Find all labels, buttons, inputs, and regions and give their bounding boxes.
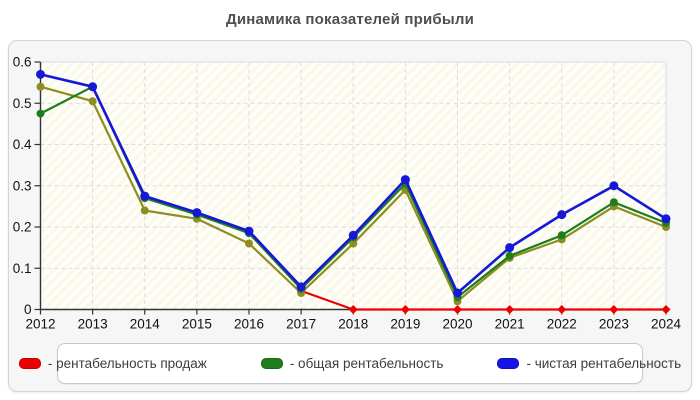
svg-text:0: 0 xyxy=(24,302,32,317)
svg-text:2021: 2021 xyxy=(495,317,525,332)
svg-text:2013: 2013 xyxy=(78,317,108,332)
svg-text:0.4: 0.4 xyxy=(13,137,32,152)
svg-text:0.1: 0.1 xyxy=(13,261,32,276)
chart-legend: - рентабельность продаж - общая рентабель… xyxy=(18,343,681,384)
chart-title: Динамика показателей прибыли xyxy=(225,11,475,28)
svg-text:0.5: 0.5 xyxy=(13,96,32,111)
legend-swatch-icon xyxy=(260,358,283,369)
legend-label: - рентабельность продаж xyxy=(47,356,207,371)
svg-text:2023: 2023 xyxy=(599,317,629,332)
svg-text:2012: 2012 xyxy=(25,317,55,332)
svg-text:2020: 2020 xyxy=(442,317,472,332)
svg-text:2018: 2018 xyxy=(338,317,368,332)
legend-item-0: - рентабельность продаж xyxy=(18,356,207,371)
svg-text:2016: 2016 xyxy=(234,317,264,332)
svg-text:2017: 2017 xyxy=(286,317,316,332)
svg-text:2014: 2014 xyxy=(130,317,161,332)
svg-text:2022: 2022 xyxy=(547,317,577,332)
svg-text:2019: 2019 xyxy=(390,317,420,332)
legend-label: - общая рентабельность xyxy=(289,356,444,371)
legend-item-1: - общая рентабельность xyxy=(260,356,444,371)
svg-text:0.6: 0.6 xyxy=(13,55,32,70)
legend-item-2: - чистая рентабельность xyxy=(497,356,681,371)
svg-text:2024: 2024 xyxy=(651,317,682,332)
legend-swatch-icon xyxy=(18,358,41,369)
svg-text:0.3: 0.3 xyxy=(13,178,32,193)
legend-swatch-icon xyxy=(497,358,520,369)
legend-label: - чистая рентабельность xyxy=(526,356,682,371)
svg-text:2015: 2015 xyxy=(182,317,212,332)
svg-text:0.2: 0.2 xyxy=(13,220,32,235)
